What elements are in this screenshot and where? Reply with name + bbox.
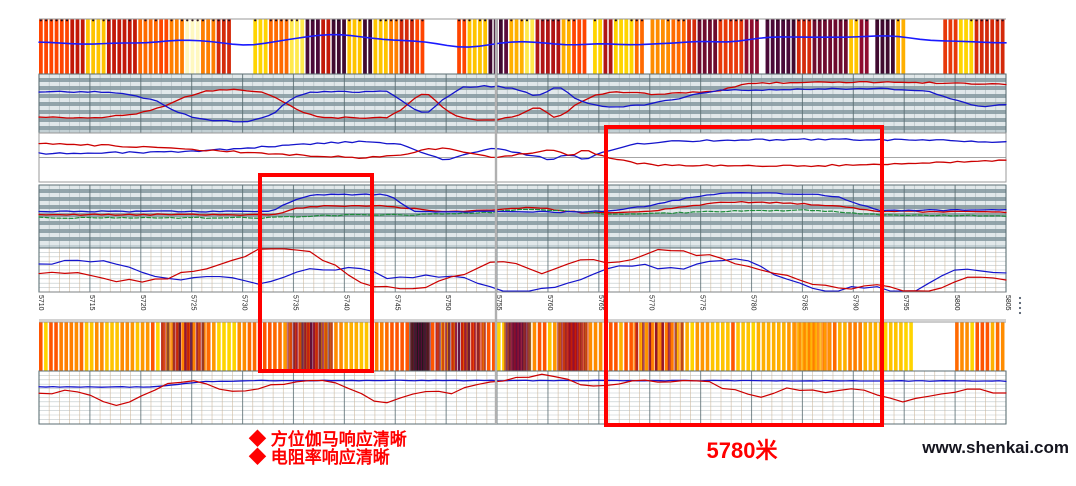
svg-text:5780米: 5780米 <box>707 438 779 463</box>
svg-text:5730: 5730 <box>241 295 248 311</box>
svg-text:5710: 5710 <box>37 295 44 311</box>
svg-text:5760: 5760 <box>546 295 553 311</box>
svg-text:5765: 5765 <box>597 295 604 311</box>
svg-text:5750: 5750 <box>444 295 451 311</box>
svg-text:◆ 方位伽马响应清晰: ◆ 方位伽马响应清晰 <box>248 429 407 449</box>
svg-text:5735: 5735 <box>291 295 298 311</box>
svg-text:5775: 5775 <box>699 295 706 311</box>
svg-text:5805: 5805 <box>1004 295 1011 311</box>
svg-text:5715: 5715 <box>88 295 95 311</box>
svg-text:◆ 电阻率响应清晰: ◆ 电阻率响应清晰 <box>248 447 390 467</box>
svg-text:5785: 5785 <box>800 295 807 311</box>
svg-text:5790: 5790 <box>851 295 858 311</box>
svg-text:5720: 5720 <box>139 295 146 311</box>
svg-text:5800: 5800 <box>953 295 960 311</box>
svg-text:5780: 5780 <box>750 295 757 311</box>
svg-text:www.shenkai.com: www.shenkai.com <box>921 438 1069 457</box>
svg-text:5725: 5725 <box>190 295 197 311</box>
svg-text:5770: 5770 <box>648 295 655 311</box>
svg-text:5795: 5795 <box>902 295 909 311</box>
svg-text:5740: 5740 <box>342 295 349 311</box>
svg-text:5745: 5745 <box>393 295 400 311</box>
